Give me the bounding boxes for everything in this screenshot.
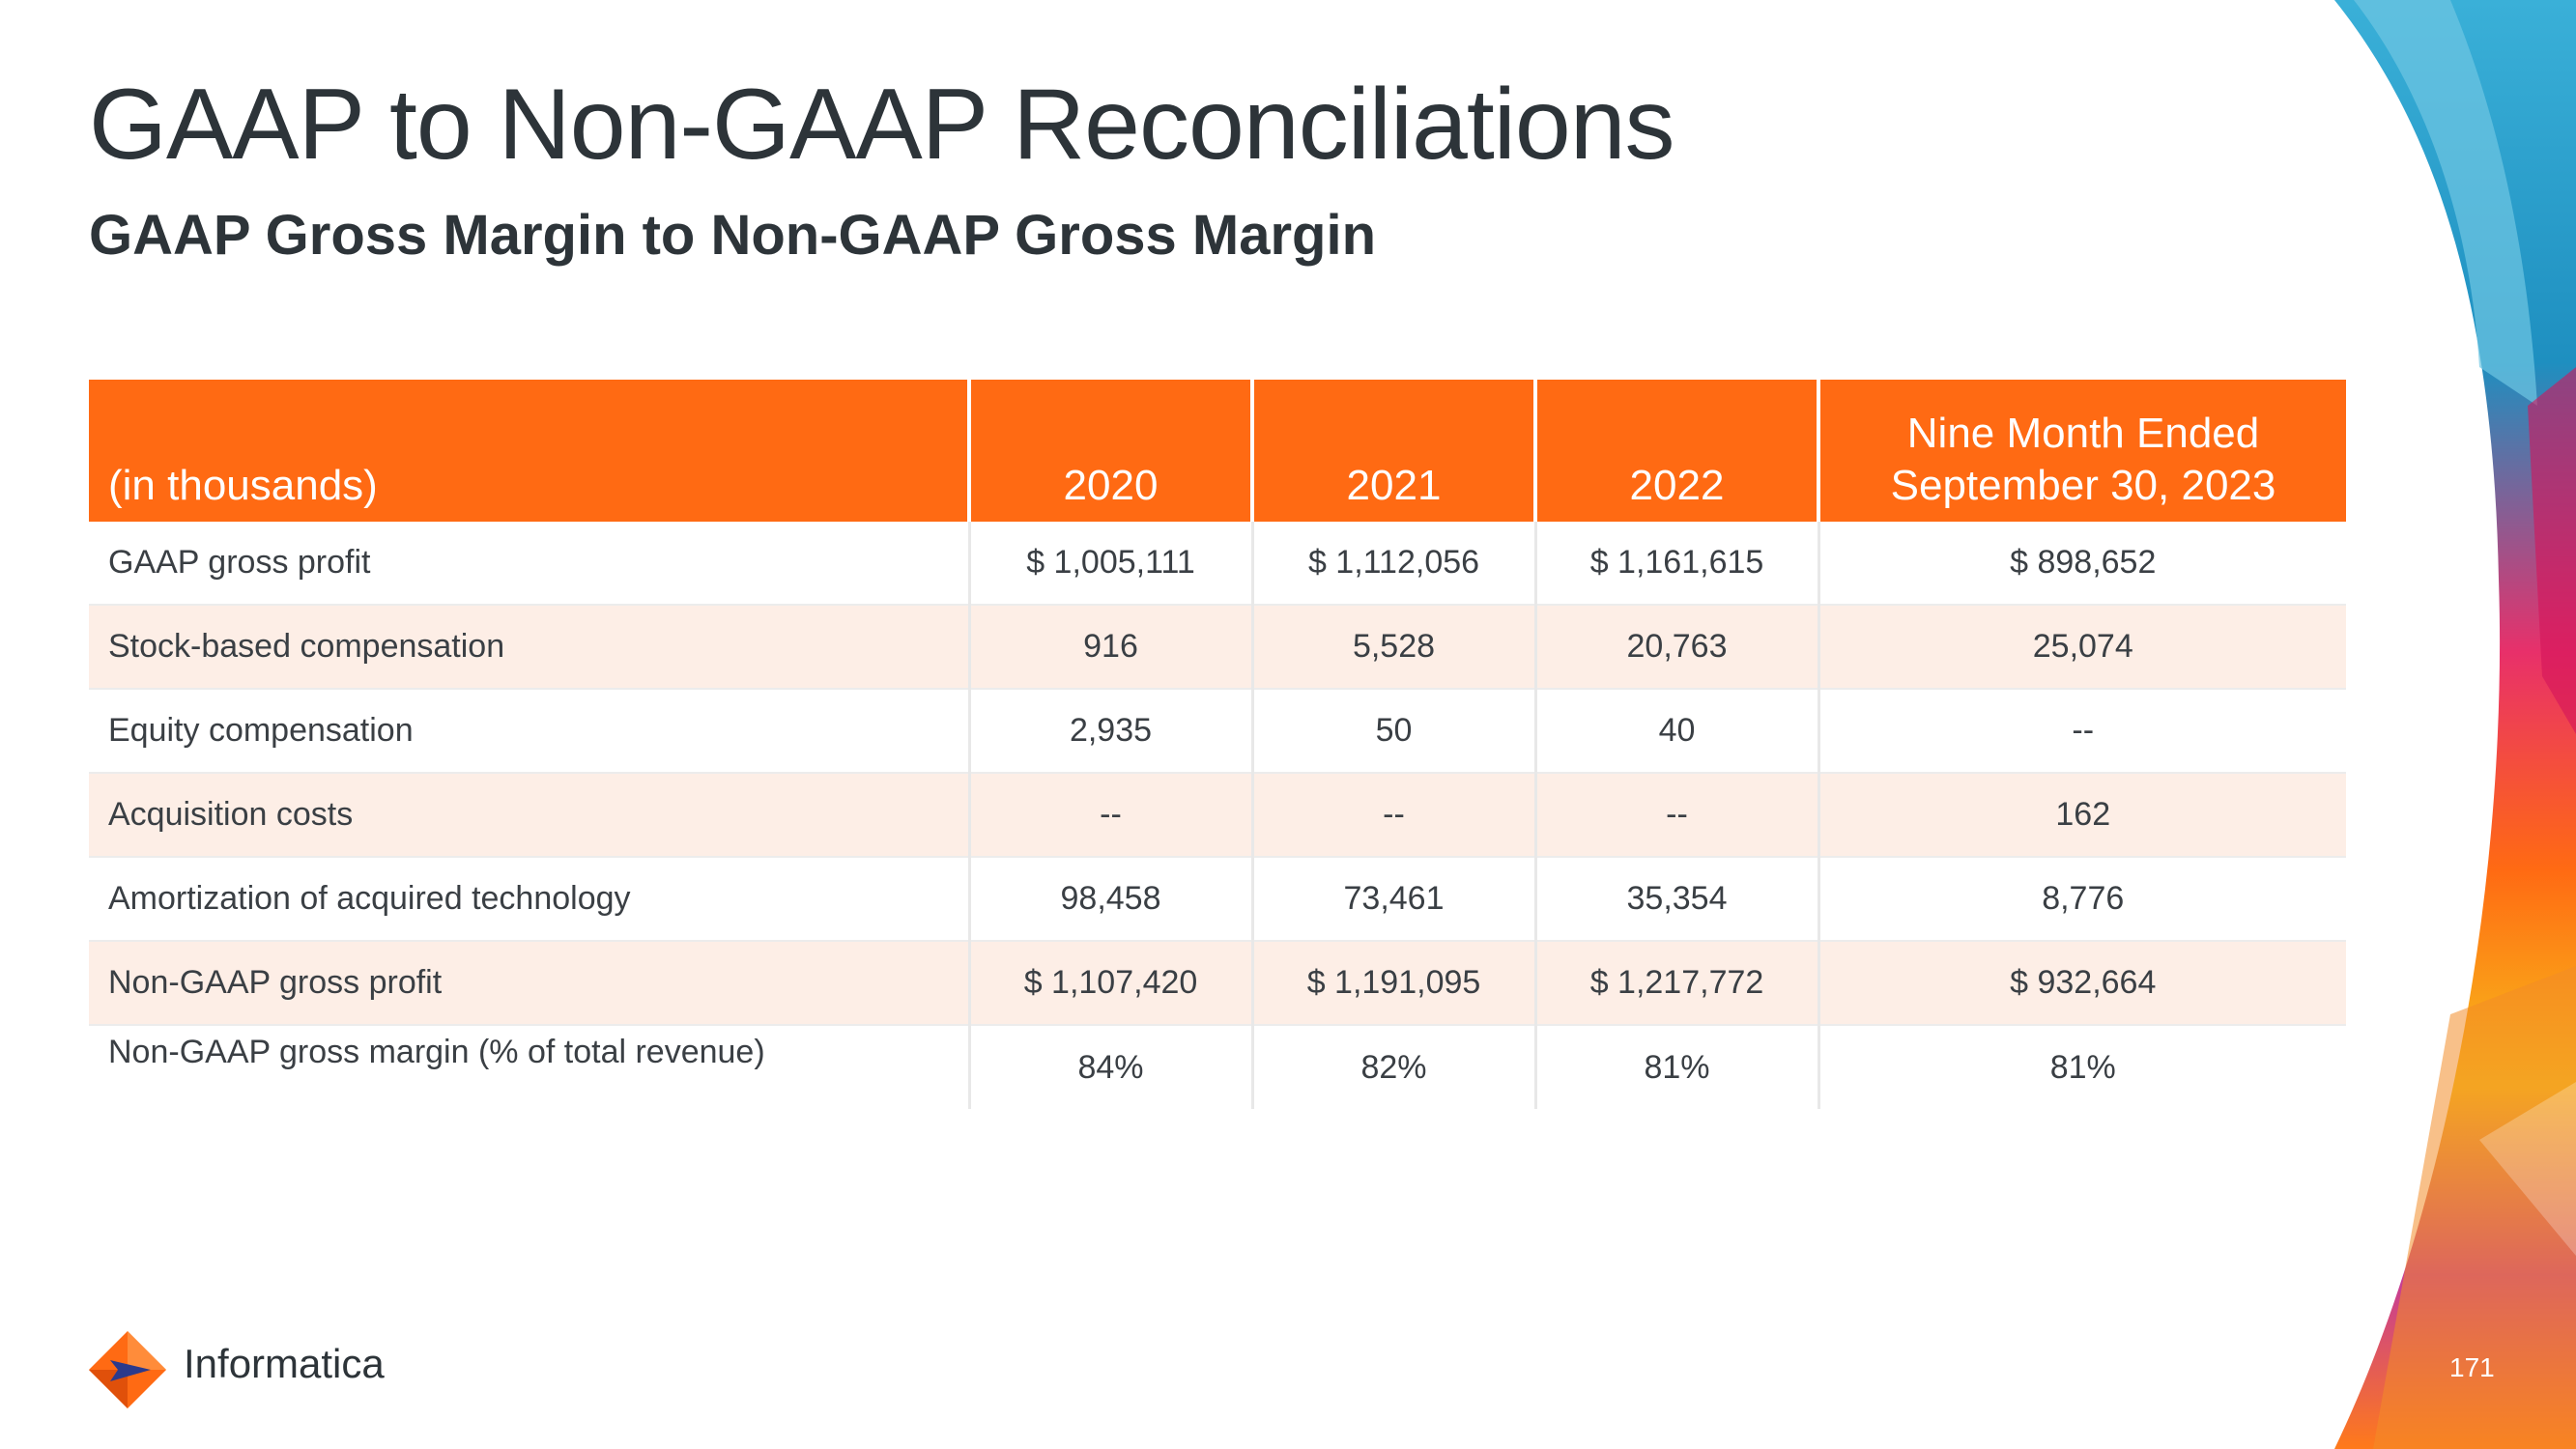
table-cell: 162 — [1817, 773, 2346, 858]
page-number: 171 — [2449, 1352, 2495, 1382]
header-2022: 2022 — [1533, 380, 1818, 522]
table-cell: -- — [967, 773, 1252, 858]
table-cell: $ 1,107,420 — [967, 941, 1252, 1026]
header-nine-month-line1: Nine Month Ended — [1906, 410, 2260, 457]
brand-name: Informatica — [184, 1341, 385, 1386]
header-2021: 2021 — [1250, 380, 1535, 522]
table-cell: $ 932,664 — [1817, 941, 2346, 1026]
table-cell: 40 — [1533, 689, 1818, 774]
decorative-swoosh-graphic — [2334, 0, 2576, 1449]
table-cell: 50 — [1250, 689, 1535, 774]
table-row: Acquisition costs -- -- -- 162 — [89, 773, 2346, 858]
table-row: Amortization of acquired technology 98,4… — [89, 857, 2346, 942]
table-row: GAAP gross profit $ 1,005,111 $ 1,112,05… — [89, 522, 2346, 606]
table-cell: $ 1,217,772 — [1533, 941, 1818, 1026]
row-label: Equity compensation — [89, 689, 969, 774]
row-label: Acquisition costs — [89, 773, 969, 858]
row-label: Stock-based compensation — [89, 605, 969, 690]
row-label: Non-GAAP gross profit — [89, 941, 969, 1026]
header-nine-month-line2: September 30, 2023 — [1890, 462, 2276, 509]
page-subtitle: GAAP Gross Margin to Non-GAAP Gross Marg… — [89, 204, 1377, 267]
table-cell: 81% — [1533, 1025, 1818, 1109]
table-cell: 98,458 — [967, 857, 1252, 942]
table-cell: $ 1,161,615 — [1533, 522, 1818, 606]
row-label: Non-GAAP gross margin (% of total revenu… — [108, 1034, 765, 1070]
table-cell: 82% — [1250, 1025, 1535, 1109]
table-header-row: (in thousands) 2020 2021 2022 Nine Month… — [89, 380, 2346, 522]
table-row: Equity compensation 2,935 50 40 -- — [89, 689, 2346, 774]
header-2020: 2020 — [967, 380, 1252, 522]
table-row: Non-GAAP gross profit $ 1,107,420 $ 1,19… — [89, 941, 2346, 1026]
table-row: Stock-based compensation 916 5,528 20,76… — [89, 605, 2346, 690]
row-label: Amortization of acquired technology — [89, 857, 969, 942]
page-title: GAAP to Non-GAAP Reconciliations — [89, 69, 1675, 181]
table-cell: 8,776 — [1817, 857, 2346, 942]
table-cell: 2,935 — [967, 689, 1252, 774]
table-cell: 84% — [967, 1025, 1252, 1109]
table-cell: $ 1,191,095 — [1250, 941, 1535, 1026]
table-cell: -- — [1533, 773, 1818, 858]
row-label: GAAP gross profit — [89, 522, 969, 606]
table-cell: $ 1,112,056 — [1250, 522, 1535, 606]
table-cell: 25,074 — [1817, 605, 2346, 690]
header-nine-month: Nine Month Ended September 30, 2023 — [1817, 380, 2346, 522]
table-cell: 81% — [1817, 1025, 2346, 1109]
table-cell: 35,354 — [1533, 857, 1818, 942]
table-row: Non-GAAP gross margin (% of total revenu… — [89, 1025, 2346, 1109]
table-cell: 916 — [967, 605, 1252, 690]
table-cell: $ 898,652 — [1817, 522, 2346, 606]
table-cell: 20,763 — [1533, 605, 1818, 690]
reconciliation-table: (in thousands) 2020 2021 2022 Nine Month… — [89, 380, 2346, 1109]
header-units: (in thousands) — [89, 380, 969, 522]
table-cell: $ 1,005,111 — [967, 522, 1252, 606]
table-cell: -- — [1250, 773, 1535, 858]
table-cell: 5,528 — [1250, 605, 1535, 690]
table-cell: -- — [1817, 689, 2346, 774]
informatica-logo — [89, 1331, 166, 1408]
table-cell: 73,461 — [1250, 857, 1535, 942]
